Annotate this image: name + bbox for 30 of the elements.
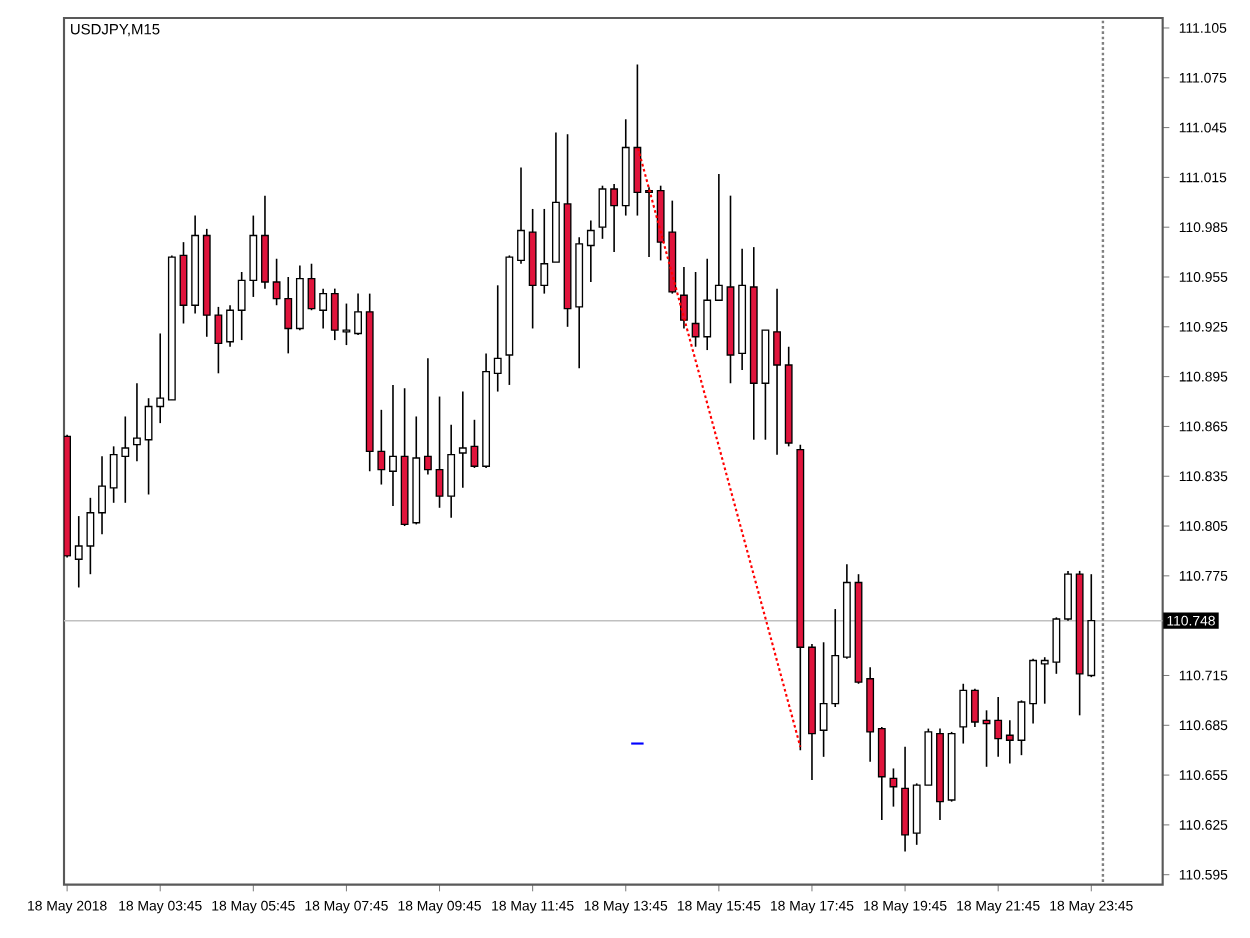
candlestick (342, 302, 351, 346)
candlestick (319, 287, 328, 330)
candlestick (435, 395, 444, 509)
candlestick (261, 194, 269, 290)
candlestick (1017, 699, 1026, 756)
candlestick (994, 696, 1003, 758)
candlestick (901, 746, 909, 853)
candlestick (1029, 658, 1038, 725)
candlestick (586, 219, 595, 283)
candlestick (598, 184, 607, 240)
candlestick (156, 332, 165, 424)
candlestick (98, 455, 106, 536)
candlestick (226, 304, 234, 348)
candlestick (1064, 570, 1072, 622)
candlestick (133, 382, 141, 463)
candlestick (389, 384, 397, 507)
candlestick (354, 292, 362, 336)
candlestick (1005, 719, 1014, 765)
candlestick (447, 423, 456, 519)
candlestick (680, 266, 688, 330)
candlestick (773, 287, 781, 456)
candlestick (714, 173, 723, 302)
candlestick (959, 682, 968, 745)
candlestick (970, 687, 979, 728)
candlestick (330, 287, 339, 341)
candlestick (610, 183, 619, 253)
candlestick (423, 357, 432, 476)
candlestick (517, 166, 525, 265)
candlestick (493, 284, 502, 393)
candlestick (458, 390, 467, 489)
